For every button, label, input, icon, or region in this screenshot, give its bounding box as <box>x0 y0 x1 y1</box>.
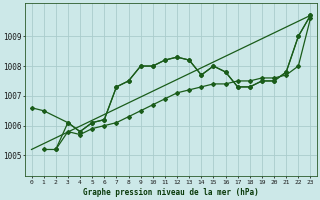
X-axis label: Graphe pression niveau de la mer (hPa): Graphe pression niveau de la mer (hPa) <box>83 188 259 197</box>
